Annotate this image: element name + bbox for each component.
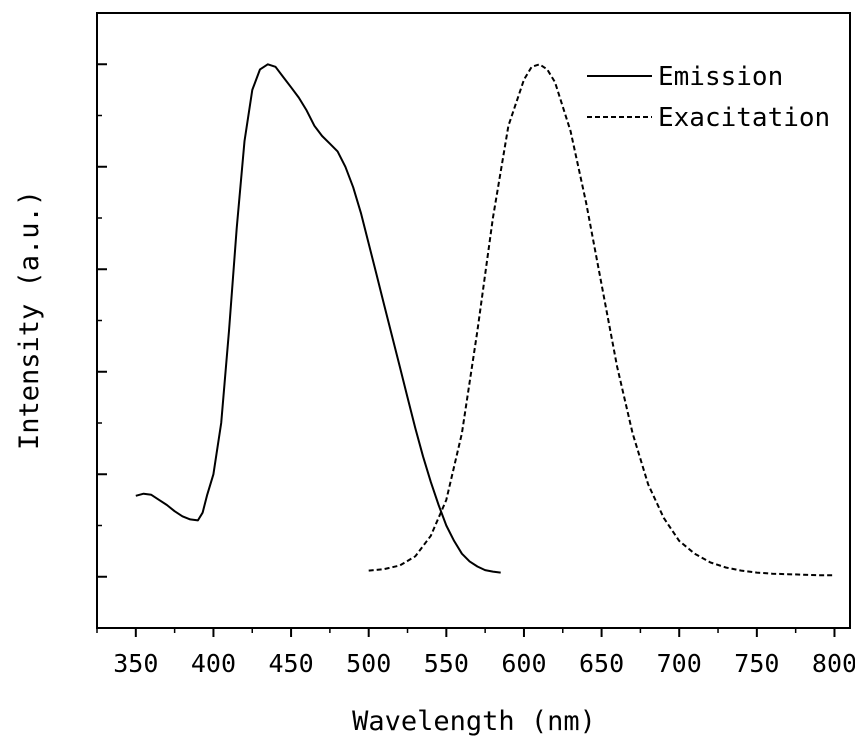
x-axis-ticks: 350 400 450 500 550 600 650 700 750 800 xyxy=(96,628,855,678)
legend: Emission Exacitation xyxy=(587,62,830,133)
x-tick-label: 700 xyxy=(657,649,702,678)
series-line-exacitation xyxy=(368,63,835,577)
x-tick-label: 600 xyxy=(501,649,546,678)
x-tick-label: 800 xyxy=(812,649,855,678)
y-axis-title: Intensity (a.u.) xyxy=(14,190,45,450)
series-layer xyxy=(135,63,835,577)
series-line-emission xyxy=(135,63,501,574)
x-tick-label: 500 xyxy=(346,649,391,678)
y-axis-ticks xyxy=(97,63,107,578)
x-tick-label: 450 xyxy=(268,649,313,678)
x-tick-label: 350 xyxy=(113,649,158,678)
x-tick-label: 650 xyxy=(579,649,624,678)
x-tick-label: 550 xyxy=(424,649,469,678)
x-tick-label: 750 xyxy=(734,649,779,678)
x-tick-label: 400 xyxy=(191,649,236,678)
x-axis-title: Wavelength (nm) xyxy=(352,706,596,737)
legend-label-exacitation: Exacitation xyxy=(658,103,830,133)
legend-label-emission: Emission xyxy=(658,62,783,92)
